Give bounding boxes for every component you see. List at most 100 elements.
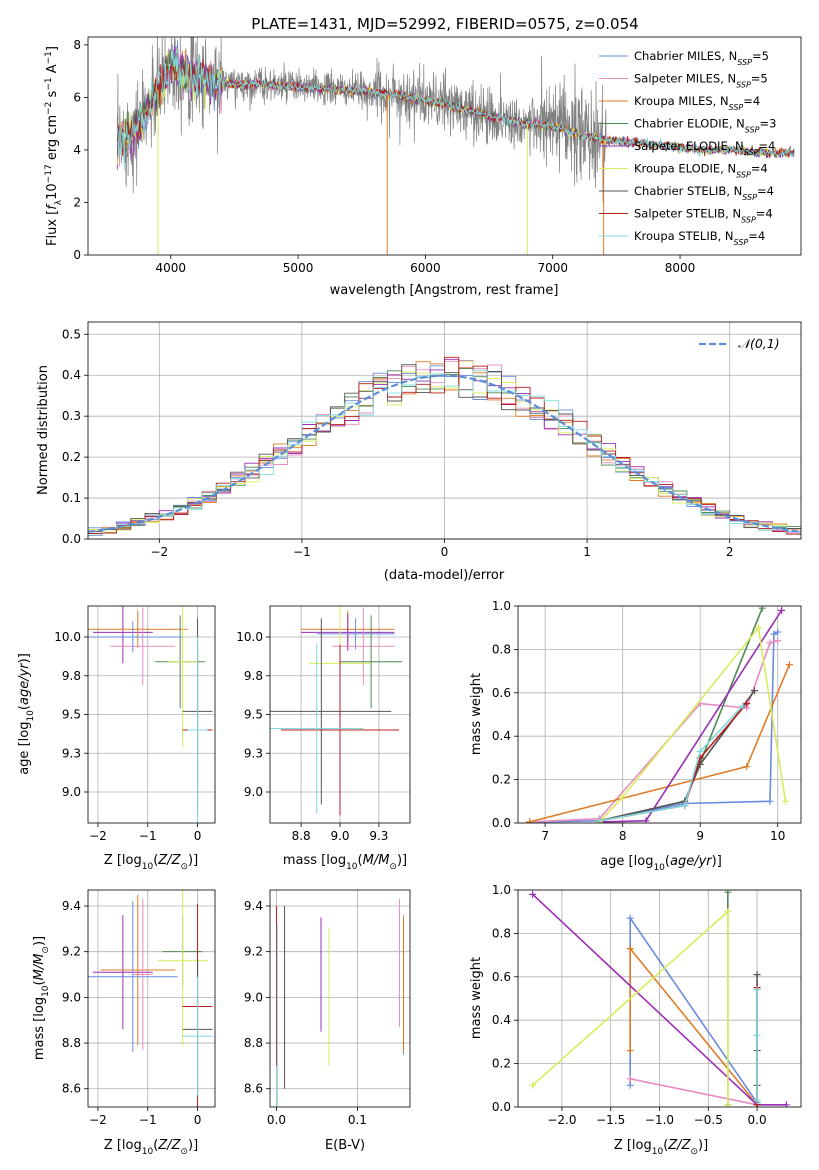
weight-marker <box>743 700 751 708</box>
label-part: 10 <box>41 985 51 997</box>
legend-name: Kroupa STELIB, N <box>634 229 734 243</box>
weight-marker <box>739 702 747 710</box>
legend-sub: SSP <box>734 238 749 247</box>
y-tick-label: 0.8 <box>492 642 511 656</box>
y-tick-label: 9.4 <box>62 899 81 913</box>
label-part: 10 <box>26 710 36 722</box>
label-part: wavelength [Angstrom, rest frame] <box>330 283 559 298</box>
x-tick-label: 9.3 <box>369 829 388 843</box>
weight-marker <box>770 630 778 638</box>
histogram-legend: 𝒩(0,1) <box>699 336 780 351</box>
weight-marker <box>642 817 650 823</box>
label-part: ⊙ <box>180 1147 188 1157</box>
grid <box>518 889 801 1108</box>
histogram-step-8 <box>88 369 801 536</box>
legend-sub: SSP <box>736 170 751 179</box>
weight-marker <box>681 802 689 810</box>
y-tick-label: 6 <box>73 90 81 104</box>
x-axis-label: Z [log10(Z/Z⊙)] <box>614 1138 708 1157</box>
x-tick-label: −2 <box>89 829 107 843</box>
x-tick-label: −0.5 <box>694 1113 723 1127</box>
y-tick-label: 0.6 <box>492 686 511 700</box>
grid <box>88 890 215 1107</box>
y-tick-label: 0.0 <box>492 1100 511 1114</box>
legend-entry: Kroupa ELODIE, NSSP=4 <box>634 162 768 180</box>
legend-name: Salpeter MILES, N <box>634 72 736 86</box>
grid <box>88 606 215 823</box>
label-part: ⊙ <box>41 946 51 954</box>
label-part: age/yr <box>670 854 713 869</box>
legend-name: Salpeter STELIB, N <box>634 207 741 221</box>
weight-marker <box>626 1047 634 1055</box>
plot-area <box>275 899 405 1107</box>
legend-value: =4 <box>748 229 765 243</box>
label-part: )] <box>188 853 198 868</box>
x-tick-label: −1 <box>139 1113 157 1127</box>
weight-marker <box>529 1081 537 1089</box>
legend-entry: Chabrier MILES, NSSP=5 <box>634 49 769 67</box>
x-tick-label: −1.0 <box>645 1113 674 1127</box>
y-tick-label: 9.0 <box>244 785 263 799</box>
y-tick-label: 2 <box>73 195 81 209</box>
legend-name: Kroupa ELODIE, N <box>634 162 736 176</box>
weight-line-8 <box>599 705 744 822</box>
legend-entry: Kroupa MILES, NSSP=4 <box>634 94 760 112</box>
y-tick-label: 0.4 <box>492 729 511 743</box>
axes-frame <box>87 889 216 1108</box>
x-axis-label: Z [log10(Z/Z⊙)] <box>104 1138 198 1157</box>
x-tick-label: 5000 <box>283 261 314 275</box>
legend-value: =5 <box>751 72 768 86</box>
weight-marker <box>724 890 732 896</box>
label-part: Flux [ <box>45 210 60 246</box>
label-part: ( <box>17 705 32 710</box>
y-tick-label: 9.0 <box>244 990 263 1004</box>
figure-title: PLATE=1431, MJD=52992, FIBERID=0575, z=0… <box>251 15 638 33</box>
weight-marker <box>758 606 766 612</box>
label-part: ( <box>153 853 158 868</box>
weight-marker <box>626 945 634 953</box>
y-tick-label: 9.8 <box>62 669 81 683</box>
spectrum-data-line <box>116 37 607 203</box>
weight-line-1 <box>630 1078 758 1106</box>
y-axis-label: age [log10(age/yr)] <box>17 653 36 775</box>
label-part: )] <box>188 1138 198 1153</box>
label-part: ( <box>358 853 363 868</box>
y-tick-label: 9.2 <box>62 945 81 959</box>
label-part: Z [log <box>104 1138 142 1153</box>
weight-marker <box>696 747 704 755</box>
y-tick-label: 0.2 <box>62 450 81 464</box>
legend-entry: Salpeter ELODIE, NSSP=4 <box>634 139 775 157</box>
label-part: age [log <box>600 854 653 869</box>
weight-marker <box>526 818 534 823</box>
legend-name: Kroupa MILES, N <box>634 94 729 108</box>
plot-area <box>88 890 213 1107</box>
weight-line-5 <box>598 625 787 823</box>
x-tick-label: 0.0 <box>267 1113 286 1127</box>
label-part: ( <box>153 1138 158 1153</box>
label-part: ⊙ <box>180 862 188 872</box>
axes-frame <box>269 889 411 1108</box>
y-tick-label: 0.3 <box>62 409 81 423</box>
label-part: ( <box>32 980 47 985</box>
label-part: )] <box>32 936 47 946</box>
x-tick-label: 6000 <box>410 261 441 275</box>
x-tick-label: 8000 <box>665 261 696 275</box>
y-tick-label: 10.0 <box>236 630 263 644</box>
axes-weight-vs-Z: −2.0 −1.5 −1.0 −0.5 0.0 0.0 0.2 0.4 0.6 0.8 1.0 Z [… <box>469 883 802 1157</box>
y-tick-label: 0.8 <box>492 926 511 940</box>
x-axis-label: (data-model)/error <box>384 568 505 583</box>
y-axis-label: Flux [fλ10−17 erg cm−2 s−1 A−1] <box>44 46 64 246</box>
label-part: mass [log <box>283 853 346 868</box>
x-axis-label: E(B-V) <box>325 1138 365 1153</box>
axes-age-vs-mass: 8.8 9.0 9.3 9.0 9.3 9.5 9.8 10.0 mass [log10(M/M… <box>236 605 411 872</box>
legend-entry: Chabrier ELODIE, NSSP=3 <box>634 117 776 135</box>
legend-sub: SSP <box>736 80 751 89</box>
legend-sub: SSP <box>729 103 744 112</box>
y-tick-label: 1.0 <box>492 883 511 897</box>
x-tick-label: 0 <box>194 829 202 843</box>
axes-frame <box>87 321 802 540</box>
weight-marker <box>781 797 789 805</box>
x-axis-label: wavelength [Angstrom, rest frame] <box>330 283 559 298</box>
legend-value: =4 <box>743 94 760 108</box>
